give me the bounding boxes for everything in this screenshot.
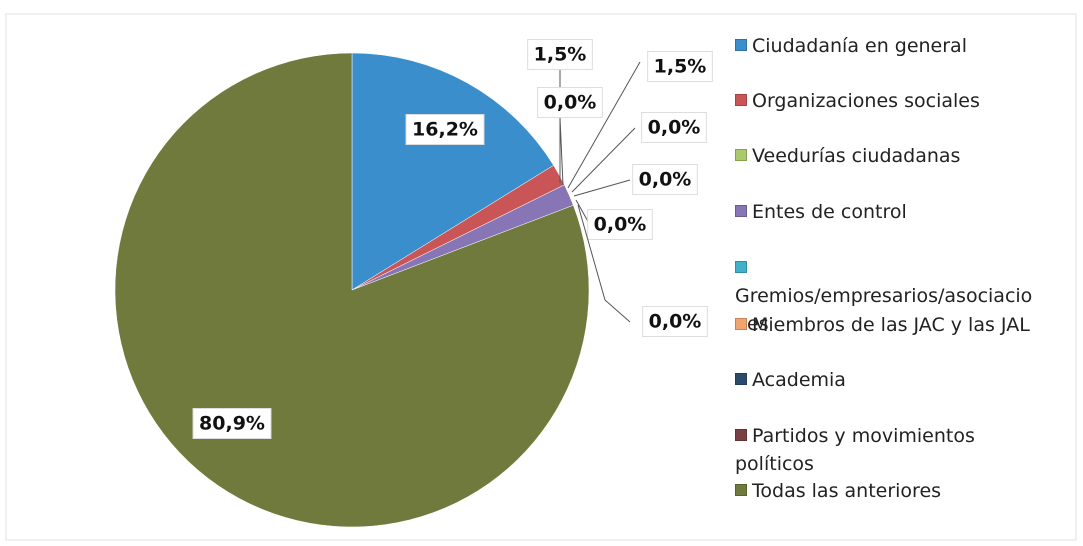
legend-swatch xyxy=(735,149,747,161)
legend-label: Miembros de las JAC y las JAL xyxy=(752,314,1030,336)
data-label: 1,5% xyxy=(534,44,587,66)
legend-item: Veedurías ciudadanas xyxy=(735,142,1035,170)
data-label: 16,2% xyxy=(412,119,478,141)
legend-swatch xyxy=(735,94,747,106)
label-box xyxy=(192,408,272,439)
legend-swatch xyxy=(735,429,747,441)
legend-item: Organizaciones sociales xyxy=(735,87,1035,115)
label-box xyxy=(641,112,707,143)
legend-label: Ciudadanía en general xyxy=(752,35,967,57)
label-box xyxy=(537,87,603,118)
label-box xyxy=(587,209,653,240)
leader-line xyxy=(577,204,631,323)
leader-line xyxy=(573,179,631,197)
data-label: 1,5% xyxy=(654,56,707,78)
leader-line xyxy=(567,61,641,189)
legend-swatch xyxy=(735,484,747,496)
label-box xyxy=(642,306,708,337)
leader-line xyxy=(559,117,564,186)
data-label: 0,0% xyxy=(648,117,701,139)
legend-label: Academia xyxy=(752,369,846,391)
label-box xyxy=(632,164,698,195)
data-label: 80,9% xyxy=(199,413,265,435)
legend-swatch xyxy=(735,39,747,51)
label-box xyxy=(527,39,593,70)
legend-swatch xyxy=(735,205,747,217)
data-label: 0,0% xyxy=(544,92,597,114)
legend-item: Ciudadanía en general xyxy=(735,32,1035,60)
pie-slice xyxy=(351,52,554,291)
data-label: 0,0% xyxy=(594,214,647,236)
label-box xyxy=(405,114,485,145)
legend-swatch xyxy=(735,318,747,330)
leader-line xyxy=(571,127,636,193)
legend-label: Entes de control xyxy=(752,201,907,223)
legend-label: Todas las anteriores xyxy=(752,480,942,502)
legend-label: Partidos y movimientos políticos xyxy=(735,425,975,475)
legend-swatch xyxy=(735,373,747,385)
data-label: 0,0% xyxy=(649,311,702,333)
legend-item: Academia xyxy=(735,366,1035,394)
frame xyxy=(5,13,1077,541)
label-box xyxy=(647,51,713,82)
legend-label: Organizaciones sociales xyxy=(752,90,980,112)
legend-item: Todas las anteriores xyxy=(735,477,1035,505)
legend-label: Veedurías ciudadanas xyxy=(752,145,961,167)
legend-item: Entes de control xyxy=(735,198,1035,226)
legend-item: Miembros de las JAC y las JAL xyxy=(735,311,1035,339)
legend-swatch xyxy=(735,261,747,273)
legend-item: Partidos y movimientos políticos xyxy=(735,422,1035,478)
data-label: 0,0% xyxy=(639,169,692,191)
